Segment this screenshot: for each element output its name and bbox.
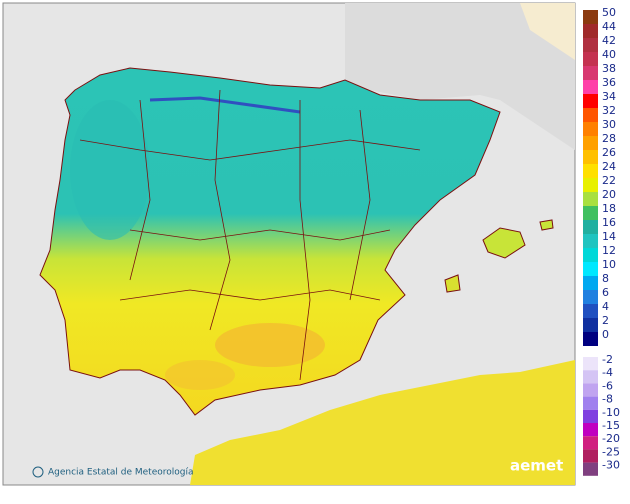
legend-swatch (583, 383, 598, 397)
legend-swatch (583, 150, 598, 164)
legend-label: -2 (602, 353, 613, 366)
legend-label: 38 (602, 62, 616, 75)
corner-land (520, 3, 575, 60)
legend-label: 8 (602, 272, 609, 285)
legend-label: 28 (602, 132, 616, 145)
legend-label: 30 (602, 118, 616, 131)
legend-label: -6 (602, 379, 613, 392)
legend-label: 36 (602, 76, 616, 89)
legend-swatch (583, 66, 598, 80)
copyright-icon (32, 466, 44, 478)
legend-swatch (583, 234, 598, 248)
france (345, 3, 575, 150)
legend-label: 2 (602, 314, 609, 327)
legend-swatch (583, 24, 598, 38)
legend-swatch (583, 276, 598, 290)
legend-swatch (583, 462, 598, 476)
logo: aemet (510, 457, 563, 475)
legend-label: -8 (602, 393, 613, 406)
legend-swatch (583, 248, 598, 262)
legend-swatch (583, 423, 598, 437)
legend-label: 12 (602, 244, 616, 257)
legend-swatch (583, 80, 598, 94)
legend-label: 22 (602, 174, 616, 187)
legend-label: -30 (602, 459, 620, 472)
legend-label: 44 (602, 20, 616, 33)
legend-swatch (583, 332, 598, 346)
legend-swatch (583, 318, 598, 332)
legend-swatch (583, 262, 598, 276)
legend-label: 4 (602, 300, 609, 313)
legend-label: 26 (602, 146, 616, 159)
legend-swatch (583, 206, 598, 220)
legend-label: 14 (602, 230, 616, 243)
legend-swatch (583, 192, 598, 206)
ibiza (444, 274, 461, 293)
legend-swatch (583, 52, 598, 66)
legend-swatch (583, 10, 598, 24)
legend-swatch (583, 304, 598, 318)
legend-swatch (583, 436, 598, 450)
legend-label: -25 (602, 445, 620, 458)
menorca (539, 219, 554, 231)
legend-swatch (583, 108, 598, 122)
legend-label: 16 (602, 216, 616, 229)
legend-swatch (583, 220, 598, 234)
legend-swatch (583, 94, 598, 108)
legend-swatch (583, 164, 598, 178)
legend-swatch (583, 136, 598, 150)
legend-swatch (583, 178, 598, 192)
cool-zone (70, 100, 150, 240)
province-borders (79, 89, 421, 381)
legend-swatch (583, 449, 598, 463)
mallorca (482, 227, 526, 259)
legend-label: 20 (602, 188, 616, 201)
mountains (149, 96, 301, 114)
legend-swatch (583, 38, 598, 52)
legend-label: 42 (602, 34, 616, 47)
legend-label: -15 (602, 419, 620, 432)
legend-label: 32 (602, 104, 616, 117)
legend-label: 6 (602, 286, 609, 299)
legend-label: 10 (602, 258, 616, 271)
legend-label: 50 (602, 6, 616, 19)
legend-label: 18 (602, 202, 616, 215)
legend-label: -10 (602, 406, 620, 419)
africa (190, 360, 575, 485)
legend-swatch (583, 357, 598, 371)
legend-label: 40 (602, 48, 616, 61)
warm-zone (165, 360, 235, 390)
legend-swatch (583, 396, 598, 410)
warm-zone (215, 323, 325, 367)
legend-swatch (583, 122, 598, 136)
legend-label: 0 (602, 328, 609, 341)
legend-swatch (583, 409, 598, 423)
iberia (39, 67, 501, 416)
legend-label: -4 (602, 366, 613, 379)
legend-swatch (583, 290, 598, 304)
legend-label: -20 (602, 432, 620, 445)
credit: Agencia Estatal de Meteorología (48, 468, 194, 478)
legend-swatch (583, 370, 598, 384)
legend-label: 24 (602, 160, 616, 173)
legend-label: 34 (602, 90, 616, 103)
